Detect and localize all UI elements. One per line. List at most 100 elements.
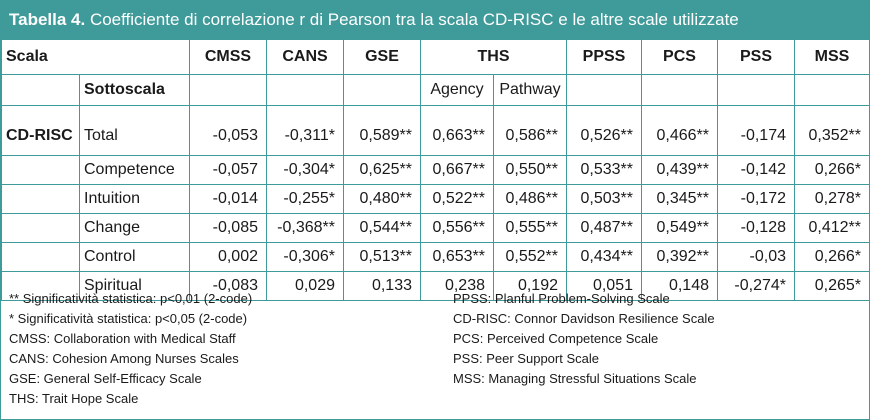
header-cans: CANS: [266, 39, 344, 75]
subheader-empty: [1, 74, 80, 106]
table-cell: 0,439**: [641, 155, 718, 185]
table-cell: 0,533**: [566, 155, 642, 185]
table-cell: 0,556**: [420, 213, 494, 243]
table-cell: -0,014: [189, 184, 267, 214]
table-cell: -0,174: [717, 105, 795, 156]
subheader-sottoscala: Sottoscala: [79, 74, 190, 106]
table-caption: Coefficiente di correlazione r di Pearso…: [85, 10, 739, 29]
table-cell: 0,392**: [641, 242, 718, 272]
header-pcs: PCS: [641, 39, 718, 75]
subheader-pathway: Pathway: [493, 74, 567, 106]
header-ppss: PPSS: [566, 39, 642, 75]
header-scala: Scala: [1, 39, 190, 75]
footnote-line: PPSS: Planful Problem-Solving Scale: [453, 291, 670, 306]
row-group-empty: [1, 242, 80, 272]
table-cell: 0,550**: [493, 155, 567, 185]
footnote-line: CANS: Cohesion Among Nurses Scales: [9, 351, 239, 366]
row-label: Intuition: [79, 184, 190, 214]
table-body: CD-RISC Total -0,053 -0,311* 0,589** 0,663** 0…: [1, 105, 870, 301]
table-cell: 0,345**: [641, 184, 718, 214]
table-cell: 0,133: [343, 271, 421, 301]
header-pss: PSS: [717, 39, 795, 75]
table-cell: 0,552**: [493, 242, 567, 272]
table-row: Competence -0,057 -0,304* 0,625** 0,667** 0,5…: [1, 155, 870, 185]
table-cell: -0,306*: [266, 242, 344, 272]
row-group-empty: [1, 213, 80, 243]
table-cell: 0,487**: [566, 213, 642, 243]
table-cell: 0,513**: [343, 242, 421, 272]
row-group-label: CD-RISC: [1, 105, 80, 156]
table-cell: 0,265*: [794, 271, 870, 301]
row-group-empty: [1, 184, 80, 214]
header-gse: GSE: [343, 39, 421, 75]
footnote-line: CD-RISC: Connor Davidson Resilience Scal…: [453, 311, 715, 326]
header-mss: MSS: [794, 39, 870, 75]
table-number: Tabella 4.: [9, 10, 86, 29]
table-cell: 0,266*: [794, 155, 870, 185]
table-cell: -0,304*: [266, 155, 344, 185]
table-cell: -0,053: [189, 105, 267, 156]
table-cell: 0,653**: [420, 242, 494, 272]
table-cell: -0,128: [717, 213, 795, 243]
row-group-empty: [1, 271, 80, 301]
table-cell: 0,412**: [794, 213, 870, 243]
table-cell: 0,555**: [493, 213, 567, 243]
table-cell: -0,255*: [266, 184, 344, 214]
table-cell: 0,589**: [343, 105, 421, 156]
table-cell: 0,503**: [566, 184, 642, 214]
table-cell: -0,083: [189, 271, 267, 301]
table-cell: -0,085: [189, 213, 267, 243]
table-cell: 0,663**: [420, 105, 494, 156]
table-cell: -0,142: [717, 155, 795, 185]
table-cell: 0,480**: [343, 184, 421, 214]
subheader-row: Sottoscala Agency Pathway: [1, 74, 870, 106]
table-cell: -0,03: [717, 242, 795, 272]
table-cell: 0,667**: [420, 155, 494, 185]
table-cell: 0,002: [189, 242, 267, 272]
table-cell: 0,466**: [641, 105, 718, 156]
subheader-agency: Agency: [420, 74, 494, 106]
table-row: Control 0,002 -0,306* 0,513** 0,653** 0,552**…: [1, 242, 870, 272]
header-cmss: CMSS: [189, 39, 267, 75]
header-ths: THS: [420, 39, 567, 75]
table-cell: 0,586**: [493, 105, 567, 156]
table-cell: 0,526**: [566, 105, 642, 156]
footnote-line: GSE: General Self-Efficacy Scale: [9, 371, 202, 386]
table-cell: 0,192: [493, 271, 567, 301]
row-group-empty: [1, 155, 80, 185]
table-cell: 0,029: [266, 271, 344, 301]
footnotes-right: PPSS: Planful Problem-Solving Scale CD-RI…: [453, 289, 715, 389]
table-cell: 0,278*: [794, 184, 870, 214]
table-cell: -0,057: [189, 155, 267, 185]
footnote-line: ** Significatività statistica: p<0,01 (2…: [9, 291, 253, 306]
header-row: Scala CMSS CANS GSE THS PPSS PCS PSS MSS: [1, 39, 870, 75]
table-cell: 0,486**: [493, 184, 567, 214]
table-cell: 0,549**: [641, 213, 718, 243]
footnote-line: THS: Trait Hope Scale: [9, 391, 139, 406]
row-label: Change: [79, 213, 190, 243]
table-row: CD-RISC Total -0,053 -0,311* 0,589** 0,663** 0…: [1, 105, 870, 156]
table-cell: 0,544**: [343, 213, 421, 243]
footnote-line: * Significatività statistica: p<0,05 (2-…: [9, 311, 248, 326]
table-row: Intuition -0,014 -0,255* 0,480** 0,522** 0,48…: [1, 184, 870, 214]
footnotes-left: ** Significatività statistica: p<0,01 (2…: [9, 289, 252, 409]
row-label: Control: [79, 242, 190, 272]
row-label: Total: [79, 105, 190, 156]
table-row: Change -0,085 -0,368** 0,544** 0,556** 0,555*…: [1, 213, 870, 243]
table-cell: -0,274*: [717, 271, 795, 301]
footnote-line: CMSS: Collaboration with Medical Staff: [9, 331, 236, 346]
correlation-table: Scala CMSS CANS GSE THS PPSS PCS PSS MSS…: [1, 39, 870, 301]
table-row: Spiritual -0,083 0,029 0,133 0,238 0,192 0,051…: [1, 271, 870, 301]
table-cell: 0,352**: [794, 105, 870, 156]
table-cell: 0,266*: [794, 242, 870, 272]
footnote-line: PCS: Perceived Competence Scale: [453, 331, 659, 346]
table-cell: 0,434**: [566, 242, 642, 272]
table-title: Tabella 4. Coefficiente di correlazione …: [1, 1, 869, 39]
table-cell: -0,311*: [266, 105, 344, 156]
table-cell: -0,368**: [266, 213, 344, 243]
row-label: Competence: [79, 155, 190, 185]
row-label: Spiritual: [79, 271, 190, 301]
footnote-line: MSS: Managing Stressful Situations Scale: [453, 371, 697, 386]
footnote-line: PSS: Peer Support Scale: [453, 351, 599, 366]
